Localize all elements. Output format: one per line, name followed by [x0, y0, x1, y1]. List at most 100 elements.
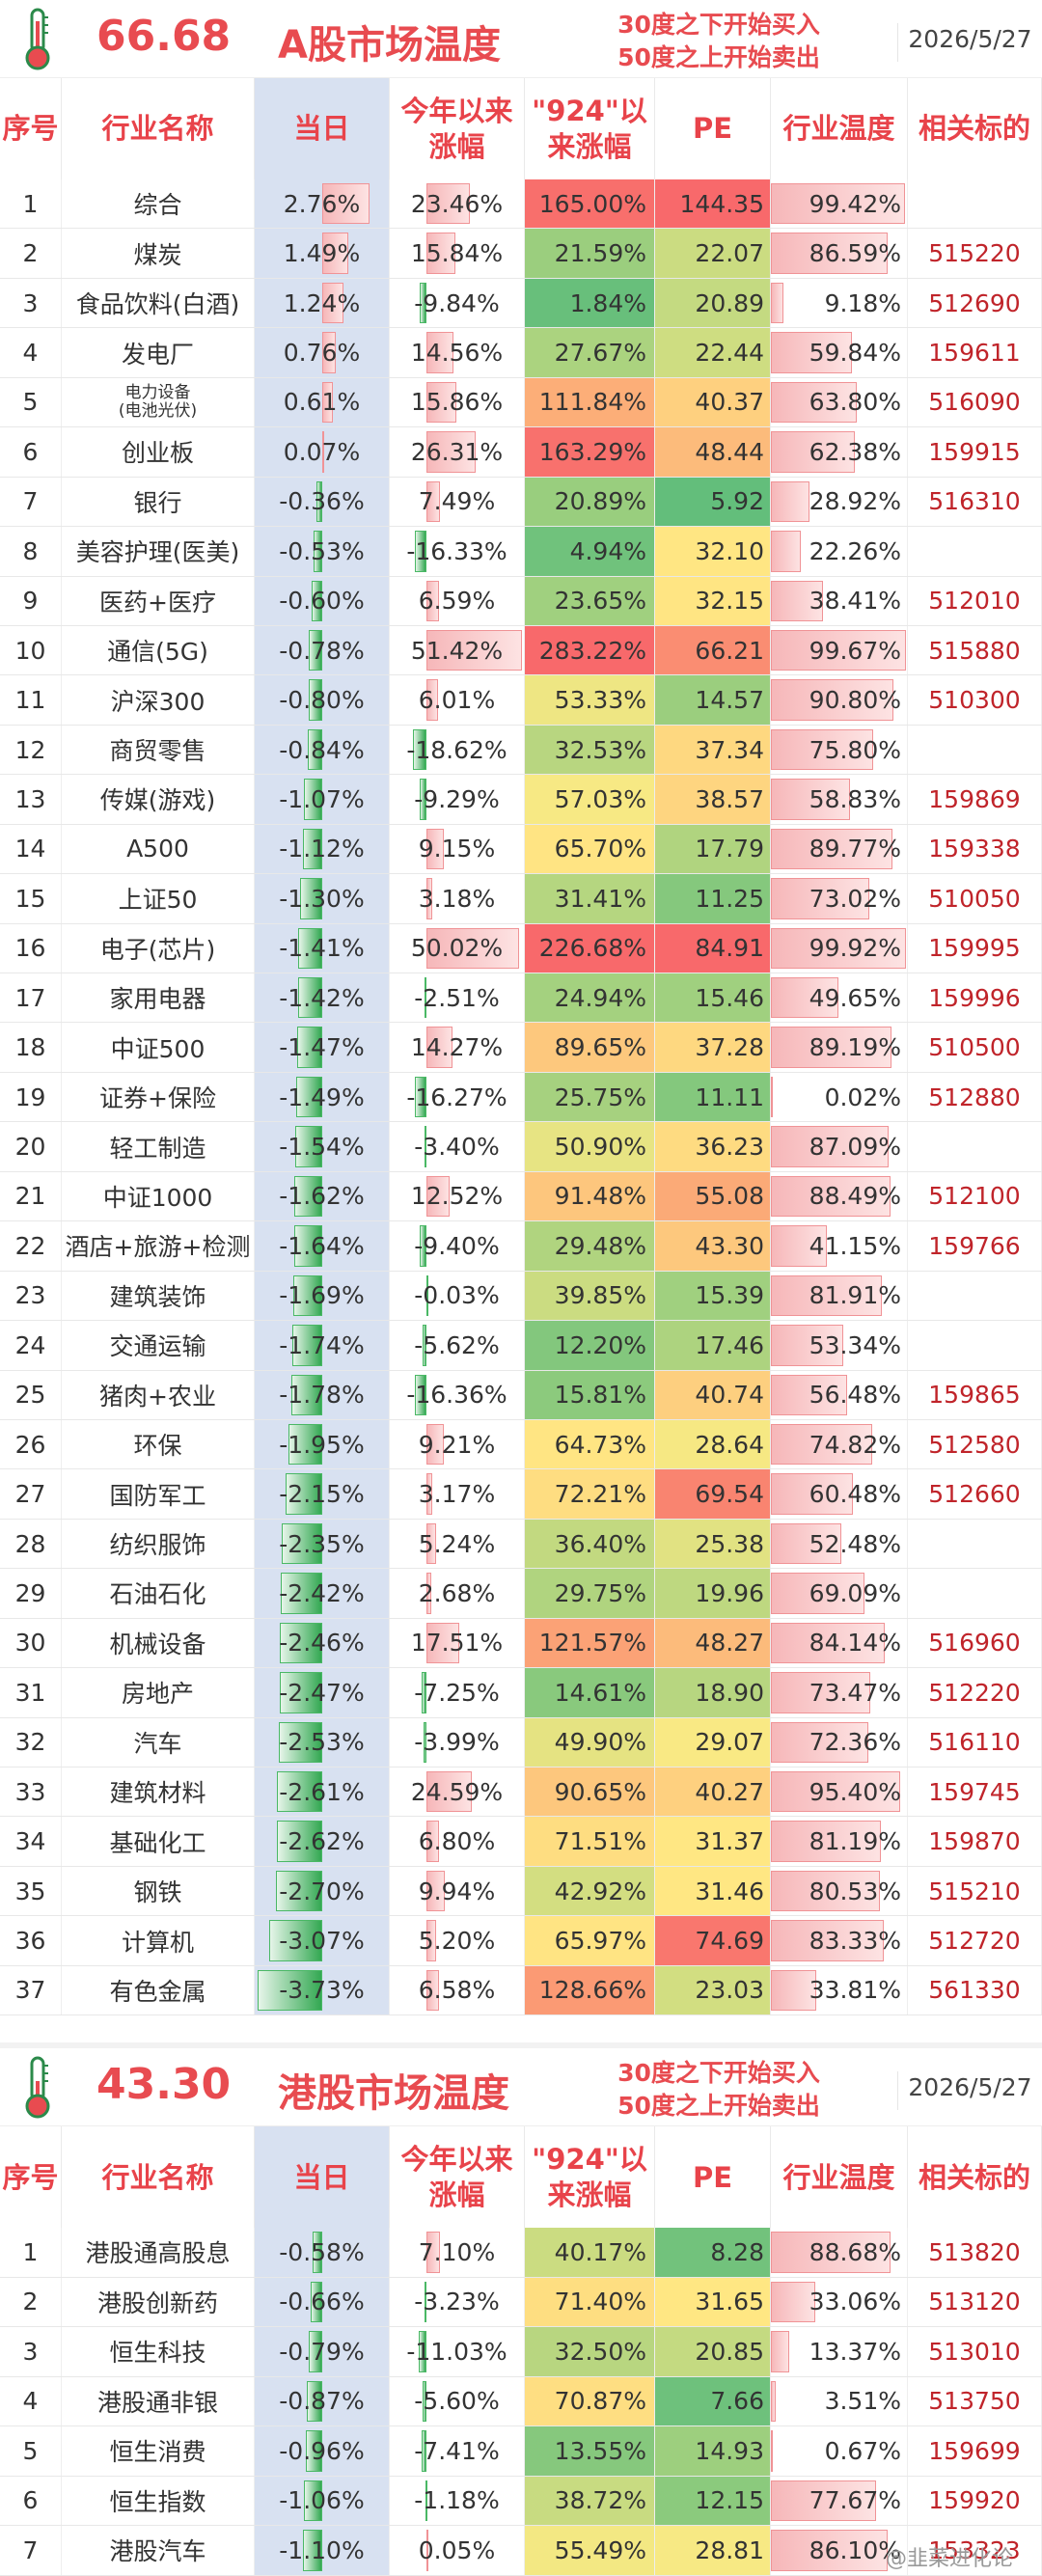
- ytd-change-value: 0.05%: [418, 2535, 496, 2564]
- ytd-change-value: 23.46%: [410, 189, 504, 218]
- row-number: 27: [0, 1469, 62, 1519]
- day-change-cell: -0.96%: [255, 2426, 390, 2476]
- industry-temp-value: 99.67%: [809, 636, 901, 665]
- related-code: 159920: [908, 2476, 1042, 2526]
- related-code: 512100: [908, 1171, 1042, 1221]
- day-change-bar: [308, 679, 322, 721]
- pe-value: 48.27: [655, 1618, 771, 1668]
- industry-temp-cell: 9.18%: [771, 278, 908, 328]
- industry-temp-value: 62.38%: [809, 437, 901, 466]
- industry-temp-value: 88.49%: [809, 1182, 901, 1211]
- industry-name: 商贸零售: [62, 725, 255, 775]
- industry-temp-cell: 53.34%: [771, 1321, 908, 1370]
- related-code: 159611: [908, 328, 1042, 377]
- industry-temp-bar: [771, 2480, 876, 2522]
- row-number: 5: [0, 377, 62, 427]
- ytd-change-cell: -7.25%: [390, 1668, 525, 1717]
- since-924-value: 1.84%: [525, 278, 655, 328]
- industry-temp-value: 41.15%: [809, 1231, 901, 1260]
- industry-name: 传媒(游戏): [62, 775, 255, 824]
- day-change-cell: 1.24%: [255, 278, 390, 328]
- related-code: 561330: [908, 1965, 1042, 2015]
- industry-temp-bar: [771, 629, 906, 671]
- table-row: 26 环保 -1.95% 9.21% 64.73% 28.64 74.82% 512580: [0, 1419, 1042, 1470]
- day-change-bar: [307, 728, 322, 771]
- day-change-cell: -2.53%: [255, 1717, 390, 1767]
- ytd-change-value: -7.25%: [414, 1678, 500, 1707]
- industry-name: 美容护理(医美): [62, 527, 255, 576]
- hk-share-table-body: 1 港股通高股息 -0.58% 7.10% 40.17% 8.28 88.68% 513820…: [0, 2228, 1042, 2576]
- ytd-change-bar: [418, 2331, 426, 2372]
- industry-name: 综合: [62, 179, 255, 229]
- industry-temp-cell: 13.37%: [771, 2327, 908, 2376]
- col-day: 当日: [255, 78, 390, 179]
- row-number: 19: [0, 1072, 62, 1122]
- day-change-cell: -2.35%: [255, 1519, 390, 1569]
- ytd-change-cell: 9.21%: [390, 1419, 525, 1469]
- table-row: 7 银行 -0.36% 7.49% 20.89% 5.92 28.92% 516310: [0, 477, 1042, 528]
- pe-value: 29.07: [655, 1717, 771, 1767]
- ytd-change-bar: [426, 629, 522, 671]
- related-code: 516960: [908, 1618, 1042, 1668]
- industry-temp-bar: [771, 1374, 848, 1415]
- industry-temp-cell: 56.48%: [771, 1370, 908, 1419]
- ytd-change-cell: -9.84%: [390, 278, 525, 328]
- ytd-change-cell: 3.17%: [390, 1469, 525, 1519]
- ytd-change-cell: 6.80%: [390, 1817, 525, 1866]
- since-924-value: 226.68%: [525, 923, 655, 973]
- day-change-cell: -1.30%: [255, 874, 390, 923]
- since-924-value: 12.20%: [525, 1321, 655, 1370]
- pe-value: 19.96: [655, 1569, 771, 1618]
- industry-temp-value: 72.36%: [809, 1728, 901, 1757]
- pe-value: 38.57: [655, 775, 771, 824]
- related-code: [908, 1519, 1042, 1569]
- row-number: 7: [0, 477, 62, 527]
- row-number: 6: [0, 2476, 62, 2526]
- industry-temp-value: 60.48%: [809, 1480, 901, 1509]
- day-change-value: -1.30%: [279, 884, 365, 913]
- market-temperature: 43.30: [96, 2060, 232, 2110]
- since-924-value: 163.29%: [525, 427, 655, 477]
- row-number: 25: [0, 1370, 62, 1419]
- table-row: 33 建筑材料 -2.61% 24.59% 90.65% 40.27 95.40% 15974…: [0, 1768, 1042, 1818]
- related-code: 512720: [908, 1916, 1042, 1965]
- ytd-change-value: 17.51%: [410, 1629, 504, 1658]
- table-row: 11 沪深300 -0.80% 6.01% 53.33% 14.57 90.80% 51030…: [0, 675, 1042, 726]
- row-number: 31: [0, 1668, 62, 1717]
- since-924-value: 71.51%: [525, 1817, 655, 1866]
- ytd-change-cell: -9.40%: [390, 1221, 525, 1271]
- industry-name: 房地产: [62, 1668, 255, 1717]
- sell-rule: 50度之上开始卖出: [617, 2092, 820, 2121]
- day-change-bar: [297, 977, 322, 1019]
- industry-temp-bar: [771, 2281, 816, 2323]
- ytd-change-value: 3.17%: [418, 1480, 496, 1509]
- day-change-cell: -0.66%: [255, 2277, 390, 2327]
- industry-name: 港股通高股息: [62, 2228, 255, 2277]
- day-change-bar: [279, 1622, 322, 1664]
- industry-name: 轻工制造: [62, 1122, 255, 1171]
- industry-name: 基础化工: [62, 1817, 255, 1866]
- industry-temp-value: 99.42%: [809, 189, 901, 218]
- day-change-value: 0.61%: [283, 388, 361, 417]
- ytd-change-value: -16.36%: [406, 1381, 507, 1410]
- day-change-cell: -0.78%: [255, 625, 390, 675]
- industry-temp-value: 77.67%: [809, 2486, 901, 2515]
- row-number: 6: [0, 427, 62, 477]
- pe-value: 31.46: [655, 1866, 771, 1916]
- day-change-cell: -0.87%: [255, 2376, 390, 2426]
- industry-temp-cell: 0.02%: [771, 1072, 908, 1122]
- related-code: 159870: [908, 1817, 1042, 1866]
- ytd-change-value: 3.18%: [418, 884, 496, 913]
- industry-temp-cell: 95.40%: [771, 1768, 908, 1817]
- industry-name: 沪深300: [62, 675, 255, 725]
- ytd-change-cell: 15.86%: [390, 377, 525, 427]
- related-code: 512010: [908, 576, 1042, 625]
- day-change-bar: [279, 1672, 322, 1713]
- day-change-value: -1.47%: [279, 1033, 365, 1062]
- ytd-change-cell: 0.05%: [390, 2526, 525, 2575]
- industry-temp-bar: [771, 2232, 891, 2273]
- industry-temp-value: 73.47%: [809, 1678, 901, 1707]
- day-change-value: -2.42%: [279, 1578, 365, 1607]
- ytd-change-cell: 14.56%: [390, 328, 525, 377]
- ytd-change-value: 14.27%: [410, 1033, 504, 1062]
